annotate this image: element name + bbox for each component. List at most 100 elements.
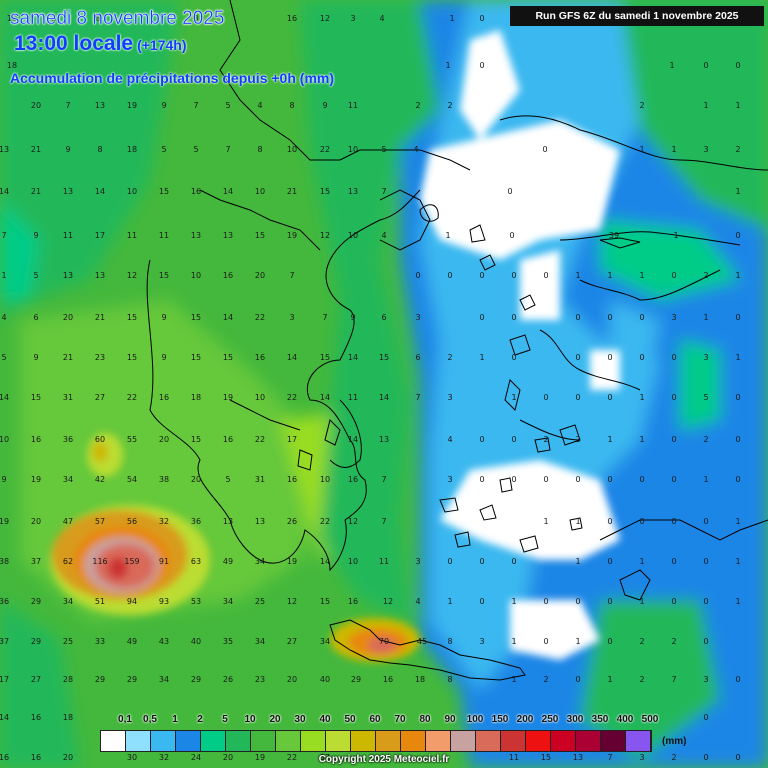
grid-value: 0 — [607, 517, 613, 526]
grid-value: 1 — [673, 231, 679, 240]
grid-value: 19 — [0, 517, 10, 526]
grid-value: 34 — [254, 637, 266, 646]
legend-swatch — [101, 731, 126, 751]
grid-value: 57 — [94, 517, 106, 526]
grid-value: 9 — [1, 475, 7, 484]
grid-value: 22 — [254, 435, 266, 444]
grid-value: 1 — [735, 557, 741, 566]
grid-value: 7 — [193, 101, 199, 110]
legend-label: 20 — [269, 714, 281, 725]
grid-value: 0 — [575, 475, 581, 484]
legend-swatch — [476, 731, 501, 751]
grid-value: 0 — [511, 313, 517, 322]
grid-value: 63 — [190, 557, 202, 566]
grid-value: 4 — [379, 14, 385, 23]
grid-value: 20 — [222, 753, 234, 762]
copyright: Copyright 2025 Meteociel.fr — [318, 754, 450, 765]
grid-value: 21 — [286, 187, 298, 196]
legend-label: 1 — [172, 714, 178, 725]
grid-value: 29 — [30, 597, 42, 606]
legend-swatch — [376, 731, 401, 751]
grid-value: 5 — [1, 353, 7, 362]
grid-value: 56 — [126, 517, 138, 526]
grid-value: 1 — [543, 517, 549, 526]
grid-value: 3 — [415, 313, 421, 322]
legend-swatch — [576, 731, 601, 751]
legend-swatch — [626, 731, 651, 751]
grid-value: 0 — [735, 475, 741, 484]
grid-value: 2 — [735, 145, 741, 154]
grid-value: 37 — [30, 557, 42, 566]
grid-value: 12 — [319, 14, 331, 23]
lead-time: (+174h) — [137, 37, 187, 53]
grid-value: 14 — [0, 713, 10, 722]
grid-value: 29 — [190, 675, 202, 684]
grid-value: 0 — [479, 313, 485, 322]
grid-value: 40 — [319, 675, 331, 684]
grid-value: 2 — [639, 675, 645, 684]
legend-label: 300 — [566, 714, 584, 725]
grid-value: 31 — [62, 393, 74, 402]
grid-value: 2 — [543, 675, 549, 684]
grid-value: 7 — [671, 675, 677, 684]
grid-value: 7 — [1, 231, 7, 240]
grid-value: 15 — [254, 231, 266, 240]
grid-value: 9 — [161, 101, 167, 110]
grid-value: 1 — [735, 187, 741, 196]
grid-value: 53 — [190, 597, 202, 606]
grid-value: 15 — [190, 313, 202, 322]
grid-value: 5 — [225, 475, 231, 484]
grid-value: 2 — [447, 353, 453, 362]
grid-value: 10 — [286, 145, 298, 154]
grid-value: 16 — [382, 675, 394, 684]
legend-swatch — [501, 731, 526, 751]
grid-value: 38 — [0, 557, 10, 566]
grid-value: 32 — [158, 753, 170, 762]
grid-value: 19 — [286, 557, 298, 566]
grid-value: 7 — [381, 517, 387, 526]
grid-value: 13 — [0, 145, 10, 154]
grid-value: 15 — [158, 187, 170, 196]
grid-value: 14 — [286, 353, 298, 362]
grid-value: 22 — [254, 313, 266, 322]
grid-value: 26 — [286, 517, 298, 526]
grid-value: 0 — [479, 597, 485, 606]
grid-value: 0 — [671, 517, 677, 526]
grid-value: 17 — [286, 435, 298, 444]
grid-value: 22 — [286, 393, 298, 402]
grid-value: 0 — [479, 14, 485, 23]
grid-value: 0 — [671, 271, 677, 280]
grid-value: 0 — [735, 231, 741, 240]
grid-value: 0 — [607, 475, 613, 484]
grid-value: 7 — [225, 145, 231, 154]
grid-value: 15 — [126, 353, 138, 362]
grid-value: 7 — [381, 187, 387, 196]
grid-value: 9 — [33, 231, 39, 240]
grid-value: 0 — [639, 517, 645, 526]
grid-value: 0 — [575, 353, 581, 362]
grid-value: 12 — [126, 271, 138, 280]
grid-value: 54 — [126, 475, 138, 484]
grid-value: 37 — [0, 637, 10, 646]
grid-value: 62 — [62, 557, 74, 566]
map-subtitle: Accumulation de précipitations depuis +0… — [10, 70, 334, 86]
grid-value: 12 — [347, 517, 359, 526]
grid-value: 3 — [703, 353, 709, 362]
grid-value: 15 — [190, 353, 202, 362]
grid-value: 19 — [30, 475, 42, 484]
grid-value: 0 — [671, 597, 677, 606]
grid-value: 1 — [607, 435, 613, 444]
grid-value: 1 — [639, 393, 645, 402]
grid-value: 4 — [415, 597, 421, 606]
grid-value: 1 — [575, 517, 581, 526]
grid-value: 20 — [30, 517, 42, 526]
grid-value: 17 — [0, 675, 10, 684]
grid-value: 37 — [319, 753, 331, 762]
legend-label: 150 — [491, 714, 509, 725]
grid-value: 36 — [190, 517, 202, 526]
grid-value: 10 — [6, 14, 18, 23]
grid-value: 1 — [639, 435, 645, 444]
grid-value: 10 — [190, 271, 202, 280]
